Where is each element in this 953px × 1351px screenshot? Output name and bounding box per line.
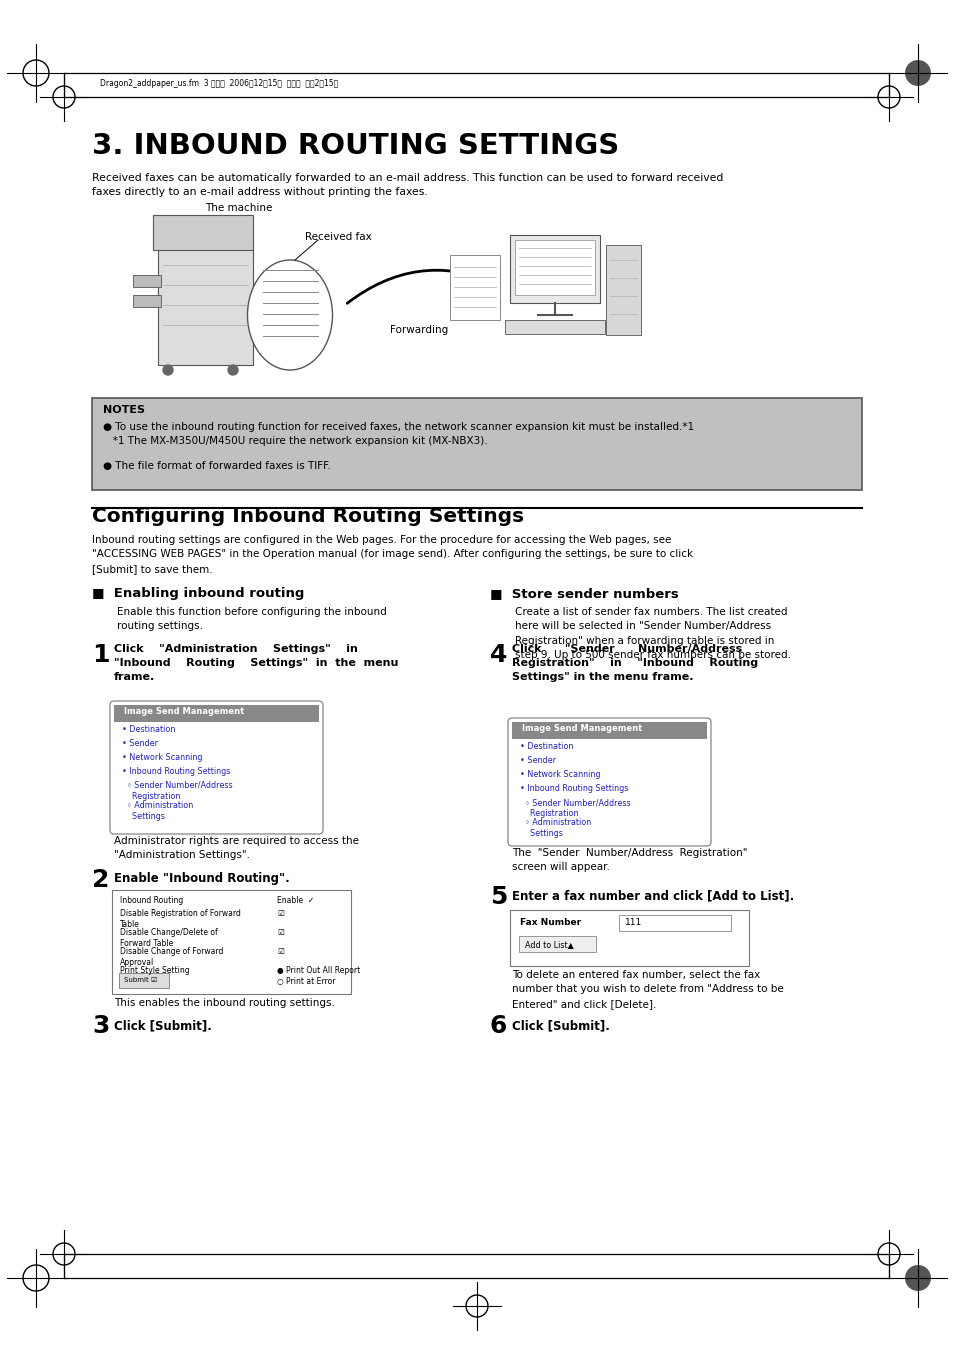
Text: Administrator rights are required to access the
"Administration Settings".: Administrator rights are required to acc… (113, 836, 358, 861)
Text: 4: 4 (490, 643, 507, 667)
Text: Dragon2_addpaper_us.fm  3 ページ  2006年12月15日  金曜日  午後2時15分: Dragon2_addpaper_us.fm 3 ページ 2006年12月15日… (100, 78, 338, 88)
FancyArrowPatch shape (347, 270, 494, 303)
Text: Disable Change/Delete of
Forward Table: Disable Change/Delete of Forward Table (120, 928, 217, 948)
Text: Fax Number: Fax Number (519, 917, 580, 927)
Text: ● The file format of forwarded faxes is TIFF.: ● The file format of forwarded faxes is … (103, 461, 331, 471)
Text: Print Style Setting: Print Style Setting (120, 966, 190, 975)
FancyBboxPatch shape (110, 701, 323, 834)
FancyBboxPatch shape (119, 973, 169, 988)
FancyBboxPatch shape (450, 255, 499, 320)
Text: Inbound Routing: Inbound Routing (120, 896, 183, 905)
Text: 1: 1 (91, 643, 110, 667)
FancyBboxPatch shape (605, 245, 640, 335)
Text: • Inbound Routing Settings: • Inbound Routing Settings (519, 784, 628, 793)
FancyBboxPatch shape (132, 295, 161, 307)
Text: Image Send Management: Image Send Management (124, 707, 244, 716)
Bar (512, 721, 706, 739)
Circle shape (163, 365, 172, 376)
Text: Enable "Inbound Routing".: Enable "Inbound Routing". (113, 871, 290, 885)
Text: Click [Submit].: Click [Submit]. (113, 1019, 212, 1032)
Bar (113, 705, 318, 721)
Text: ◦ Administration
    Settings: ◦ Administration Settings (519, 817, 591, 839)
Text: This enables the inbound routing settings.: This enables the inbound routing setting… (113, 998, 335, 1008)
Text: ◦ Sender Number/Address
    Registration: ◦ Sender Number/Address Registration (519, 798, 630, 819)
FancyBboxPatch shape (158, 245, 253, 365)
Text: Disable Registration of Forward
Table: Disable Registration of Forward Table (120, 909, 240, 929)
Text: Received faxes can be automatically forwarded to an e-mail address. This functio: Received faxes can be automatically forw… (91, 173, 722, 197)
Text: 3. INBOUND ROUTING SETTINGS: 3. INBOUND ROUTING SETTINGS (91, 132, 618, 159)
Text: The  "Sender  Number/Address  Registration"
screen will appear.: The "Sender Number/Address Registration"… (512, 848, 747, 873)
FancyBboxPatch shape (504, 320, 604, 334)
Text: Click [Submit].: Click [Submit]. (512, 1019, 609, 1032)
Text: Click    "Administration    Settings"    in
"Inbound    Routing    Settings"  in: Click "Administration Settings" in "Inbo… (113, 644, 398, 682)
Text: Received fax: Received fax (305, 232, 372, 242)
FancyBboxPatch shape (515, 240, 595, 295)
Text: Forwarding: Forwarding (390, 326, 448, 335)
Text: ■  Enabling inbound routing: ■ Enabling inbound routing (91, 586, 304, 600)
FancyBboxPatch shape (618, 915, 730, 931)
Text: Submit ☑: Submit ☑ (124, 977, 157, 984)
FancyBboxPatch shape (507, 717, 710, 846)
Text: • Destination: • Destination (122, 725, 175, 734)
FancyBboxPatch shape (112, 890, 351, 994)
Text: To delete an entered fax number, select the fax
number that you wish to delete f: To delete an entered fax number, select … (512, 970, 783, 1009)
Circle shape (904, 59, 930, 86)
FancyBboxPatch shape (152, 215, 253, 250)
Text: Enter a fax number and click [Add to List].: Enter a fax number and click [Add to Lis… (512, 889, 794, 902)
Text: Enable this function before configuring the inbound
routing settings.: Enable this function before configuring … (117, 607, 386, 631)
Text: Inbound routing settings are configured in the Web pages. For the procedure for : Inbound routing settings are configured … (91, 535, 693, 574)
FancyBboxPatch shape (510, 911, 748, 966)
FancyBboxPatch shape (132, 276, 161, 286)
Text: Create a list of sender fax numbers. The list created
here will be selected in ": Create a list of sender fax numbers. The… (515, 607, 790, 661)
Text: • Network Scanning: • Network Scanning (519, 770, 599, 780)
Text: • Network Scanning: • Network Scanning (122, 753, 202, 762)
Text: ● Print Out All Report
○ Print at Error: ● Print Out All Report ○ Print at Error (276, 966, 360, 986)
Text: Disable Change of Forward
Approval: Disable Change of Forward Approval (120, 947, 223, 967)
Text: Image Send Management: Image Send Management (521, 724, 641, 734)
Ellipse shape (247, 259, 333, 370)
Text: NOTES: NOTES (103, 405, 145, 415)
Text: Add to List▲: Add to List▲ (524, 940, 573, 948)
Text: • Sender: • Sender (519, 757, 556, 765)
Text: ● To use the inbound routing function for received faxes, the network scanner ex: ● To use the inbound routing function fo… (103, 422, 694, 446)
FancyBboxPatch shape (510, 235, 599, 303)
Text: 111: 111 (624, 917, 641, 927)
Text: ☑: ☑ (276, 928, 284, 938)
FancyBboxPatch shape (518, 936, 596, 952)
Text: ◦ Sender Number/Address
    Registration: ◦ Sender Number/Address Registration (122, 781, 233, 801)
Text: ◦ Administration
    Settings: ◦ Administration Settings (122, 801, 193, 821)
Circle shape (228, 365, 237, 376)
Text: ■  Store sender numbers: ■ Store sender numbers (490, 586, 678, 600)
Text: • Inbound Routing Settings: • Inbound Routing Settings (122, 767, 230, 775)
Text: Configuring Inbound Routing Settings: Configuring Inbound Routing Settings (91, 507, 523, 526)
Text: ☑: ☑ (276, 947, 284, 957)
Text: ☑: ☑ (276, 909, 284, 917)
Text: Enable  ✓: Enable ✓ (276, 896, 314, 905)
Text: The machine: The machine (205, 203, 273, 213)
Text: 3: 3 (91, 1015, 110, 1038)
FancyBboxPatch shape (91, 399, 862, 490)
Text: Click      "Sender      Number/Address
Registration"    in    "Inbound    Routin: Click "Sender Number/Address Registratio… (512, 644, 758, 682)
Text: • Destination: • Destination (519, 742, 573, 751)
Text: • Sender: • Sender (122, 739, 158, 748)
Text: 2: 2 (91, 867, 110, 892)
Text: 5: 5 (490, 885, 507, 909)
Text: 6: 6 (490, 1015, 507, 1038)
Circle shape (904, 1265, 930, 1292)
